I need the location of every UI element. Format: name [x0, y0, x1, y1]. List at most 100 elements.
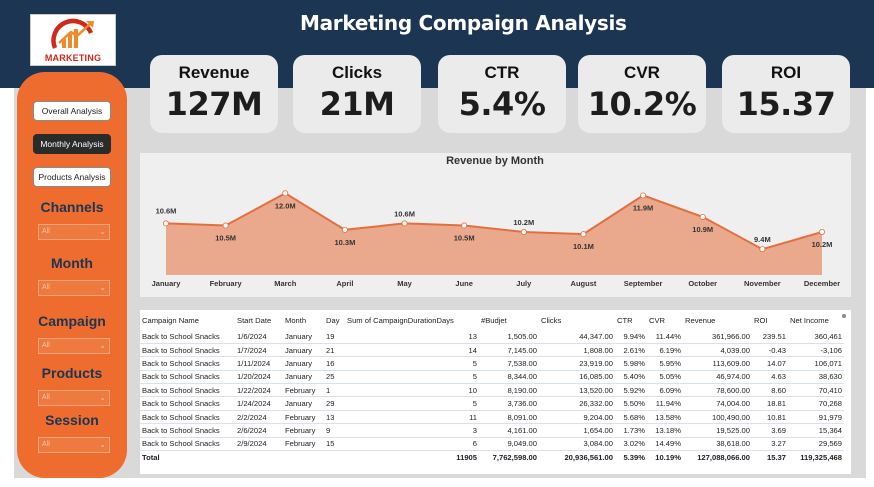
column-header[interactable]: Month — [285, 315, 307, 325]
overall-analysis-button[interactable]: Overall Analysis — [33, 101, 111, 121]
table-cell: 4,039.00 — [683, 343, 752, 358]
data-point[interactable] — [162, 220, 169, 227]
session-filter-value: All — [42, 441, 50, 448]
table-row[interactable]: Back to School Snacks 1/20/2024 January 25 5… — [140, 370, 844, 385]
data-point[interactable] — [341, 226, 348, 233]
table-row[interactable]: Back to School Snacks 2/2/2024 February 13 1… — [140, 410, 844, 425]
table-cell: 1,808.00 — [539, 343, 615, 358]
table-cell: 1/22/2024 — [235, 383, 283, 398]
table-cell: 9,049.00 — [479, 437, 539, 452]
products-filter-select[interactable]: All ⌄ — [38, 390, 110, 406]
table-cell: 11.94% — [647, 396, 683, 411]
table-cell: 5.98% — [615, 356, 647, 371]
kpi-label: CVR — [624, 63, 660, 82]
table-cell: 29 — [324, 396, 345, 411]
data-point[interactable] — [520, 229, 527, 236]
table-row[interactable]: Back to School Snacks 1/7/2024 January 21 14… — [140, 343, 844, 358]
more-options-icon[interactable] — [842, 314, 846, 318]
table-cell: 5.95% — [647, 356, 683, 371]
table-cell: February — [283, 437, 324, 452]
table-cell: Back to School Snacks — [140, 396, 235, 411]
data-point[interactable] — [222, 222, 229, 229]
data-label: 10.9M — [692, 225, 713, 234]
chart-title: Revenue by Month — [446, 155, 544, 167]
total-cell: 5.39% — [615, 450, 647, 464]
total-cell: 11905 — [345, 450, 479, 464]
logo-graphic-icon — [51, 18, 94, 49]
table-cell: 5 — [345, 356, 479, 371]
data-point[interactable] — [401, 220, 408, 227]
total-cell: 10.19% — [647, 450, 683, 464]
column-header[interactable]: Sum of CampaignDurationDays — [347, 315, 454, 325]
table-cell: Back to School Snacks — [140, 423, 235, 438]
column-header[interactable]: Day — [326, 315, 340, 325]
sidebar: Overall Analysis Monthly Analysis Produc… — [17, 72, 127, 478]
table-cell: 2/9/2024 — [235, 437, 283, 452]
kpi-value: 15.37 — [736, 85, 836, 123]
column-header[interactable]: Start Date — [237, 315, 272, 325]
table-cell: 16,085.00 — [539, 370, 615, 385]
data-point[interactable] — [699, 213, 706, 220]
kpi-value: 127M — [165, 85, 263, 123]
table-cell: January — [283, 370, 324, 385]
data-point[interactable] — [580, 231, 587, 238]
monthly-analysis-button[interactable]: Monthly Analysis — [33, 134, 111, 154]
table-cell: 2.61% — [615, 343, 647, 358]
table-row[interactable]: Back to School Snacks 1/22/2024 February 1 1… — [140, 383, 844, 398]
column-header[interactable]: Campaign Name — [142, 315, 199, 325]
table-cell: 5.92% — [615, 383, 647, 398]
column-header[interactable]: CTR — [617, 315, 633, 325]
column-header[interactable]: #Budjet — [481, 315, 507, 325]
table-cell: 11 — [345, 410, 479, 425]
marketing-logo: MARKETING — [30, 14, 116, 66]
kpi-value: 21M — [319, 85, 395, 123]
table-cell: 3 — [345, 423, 479, 438]
kpi-card-clicks: Clicks 21M — [293, 55, 421, 133]
column-header[interactable]: Revenue — [685, 315, 716, 325]
table-cell: 15 — [324, 437, 345, 452]
total-cell — [324, 450, 345, 464]
table-cell: -0.43 — [752, 343, 788, 358]
kpi-label: CTR — [484, 63, 520, 82]
chevron-down-icon: ⌄ — [99, 341, 106, 350]
table-cell: 113,609.00 — [683, 356, 752, 371]
column-header[interactable]: Net Income — [790, 315, 829, 325]
column-header[interactable]: Clicks — [541, 315, 562, 325]
products-analysis-button[interactable]: Products Analysis — [33, 167, 111, 187]
data-point[interactable] — [282, 190, 289, 197]
campaign-filter-select[interactable]: All ⌄ — [38, 338, 110, 354]
data-point[interactable] — [759, 246, 766, 253]
table-row[interactable]: Back to School Snacks 1/6/2024 January 19 13… — [140, 330, 844, 344]
data-point[interactable] — [640, 192, 647, 199]
channels-filter-select[interactable]: All ⌄ — [38, 224, 110, 240]
column-header[interactable]: ROI — [754, 315, 768, 325]
x-tick-label: December — [804, 279, 840, 288]
data-label: 10.6M — [394, 209, 415, 218]
table-row[interactable]: Back to School Snacks 1/11/2024 January 16 5… — [140, 356, 844, 371]
campaign-filter-value: All — [42, 342, 50, 349]
data-label: 10.2M — [513, 218, 534, 227]
data-label: 10.5M — [454, 234, 475, 243]
revenue-by-month-chart: Revenue by Month 10.6M January 10.5M Februa… — [140, 153, 851, 297]
total-cell: 119,325,468 — [788, 450, 844, 464]
data-point[interactable] — [461, 222, 468, 229]
session-filter-select[interactable]: All ⌄ — [38, 437, 110, 453]
table-cell: 5.68% — [615, 410, 647, 425]
table-cell: 13.18% — [647, 423, 683, 438]
data-point[interactable] — [819, 229, 826, 236]
x-tick-label: April — [336, 279, 353, 288]
table-row[interactable]: Back to School Snacks 2/6/2024 February 9 3 4… — [140, 423, 844, 438]
x-tick-label: June — [455, 279, 473, 288]
table-cell: 1.73% — [615, 423, 647, 438]
table-cell: 91,979 — [788, 410, 844, 425]
table-cell: 1 — [324, 383, 345, 398]
table-row[interactable]: Back to School Snacks 1/24/2024 January 29 5… — [140, 396, 844, 411]
month-filter-select[interactable]: All ⌄ — [38, 280, 110, 296]
table-cell: 1,654.00 — [539, 423, 615, 438]
total-cell: 20,936,561.00 — [539, 450, 615, 464]
column-header[interactable]: CVR — [649, 315, 666, 325]
table-cell: Back to School Snacks — [140, 343, 235, 358]
data-label: 10.3M — [334, 238, 355, 247]
table-row[interactable]: Back to School Snacks 2/9/2024 February 15 6… — [140, 437, 844, 452]
data-label: 12.0M — [275, 201, 296, 210]
